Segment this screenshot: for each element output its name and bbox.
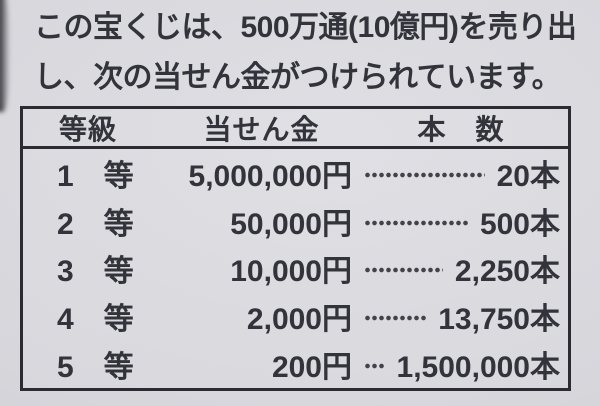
intro-line-2: し、次の当せん金がつけられています。 [34,61,562,94]
prize-table-body: 1 等 5,000,000円 20本 2 等 50,000円 500本 3 等 … [23,149,568,388]
prize-cell: 10,000円 [230,255,352,289]
header-count: 本 数 [417,113,505,145]
prize-row: 3 等 10,000円 2,250本 [23,245,568,293]
dot-leader [364,266,443,275]
dot-leader [364,314,427,323]
intro-line-1: この宝くじは、500万通(10億円)を売り出 [34,11,577,44]
count-cell: 1,500,000本 [396,351,560,385]
prize-cell: 50,000円 [230,207,352,241]
prize-cell: 200円 [271,351,352,385]
prize-row: 5 等 200円 1,500,000本 [23,340,568,388]
intro-text: この宝くじは、500万通(10億円)を売り出 し、次の当せん金がつけられています… [34,3,577,103]
prize-row: 4 等 2,000円 13,750本 [23,292,568,340]
rank-cell: 5 等 [57,351,134,385]
prize-row: 2 等 50,000円 500本 [23,197,568,245]
count-cell: 20本 [496,159,560,193]
rank-cell: 1 等 [57,159,134,193]
rank-cell: 3 等 [57,255,134,289]
prize-table-header: 等級 当せん金 本 数 [23,109,568,149]
count-cell: 13,750本 [438,303,560,337]
prize-cell: 5,000,000円 [188,159,352,193]
dot-leader [364,170,485,179]
count-cell: 2,250本 [454,255,560,289]
count-cell: 500本 [479,207,560,241]
prize-table: 等級 当せん金 本 数 1 等 5,000,000円 20本 2 等 50,00… [20,106,571,391]
photo-edge-shadow [0,0,10,112]
rank-cell: 4 等 [57,303,134,337]
header-rank: 等級 [59,113,118,145]
prize-row: 1 等 5,000,000円 20本 [23,149,568,197]
prize-cell: 2,000円 [246,303,352,337]
dot-leader [364,362,385,371]
header-prize: 当せん金 [203,113,320,145]
dot-leader [364,218,468,227]
rank-cell: 2 等 [57,207,134,241]
